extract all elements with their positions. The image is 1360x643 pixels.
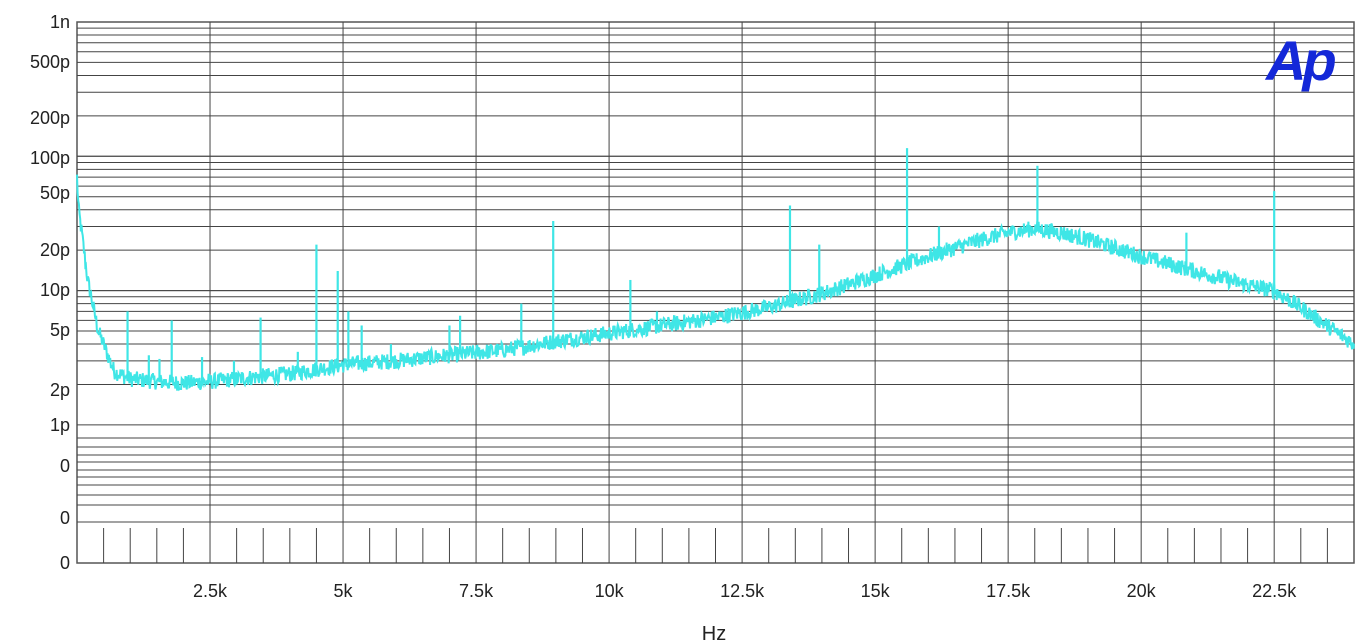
chart-grid	[76, 21, 1355, 564]
series-line	[76, 174, 1355, 392]
y-tick-label: 1n	[50, 12, 70, 32]
x-tick-labels: 2.5k 5k 7.5k 10k 12.5k 15k 17.5k 20k 22.5k	[193, 581, 1297, 601]
y-tick-label: 0	[60, 508, 70, 528]
x-tick-label: 17.5k	[986, 581, 1031, 601]
x-tick-label: 7.5k	[459, 581, 494, 601]
y-tick-label: 10p	[40, 280, 70, 300]
y-tick-label: 20p	[40, 240, 70, 260]
x-tick-label: 15k	[861, 581, 891, 601]
x-tick-label: 22.5k	[1252, 581, 1297, 601]
plot-area	[76, 148, 1355, 392]
y-tick-labels: 1n 500p 200p 100p 50p 20p 10p 5p 2p 1p 0 0 0	[30, 12, 70, 573]
y-tick-label: 50p	[40, 183, 70, 203]
x-tick-label: 12.5k	[720, 581, 765, 601]
x-tick-label: 10k	[595, 581, 625, 601]
y-tick-label: 2p	[50, 380, 70, 400]
ap-logo-icon: Ap	[1264, 29, 1335, 92]
x-tick-label: 20k	[1127, 581, 1157, 601]
y-tick-label: 200p	[30, 108, 70, 128]
x-axis-label: Hz	[702, 623, 726, 643]
y-tick-label: 100p	[30, 148, 70, 168]
y-tick-label: 5p	[50, 320, 70, 340]
y-tick-label: 0	[60, 456, 70, 476]
y-tick-label: 1p	[50, 415, 70, 435]
x-tick-label: 5k	[334, 581, 354, 601]
y-tick-label: 500p	[30, 52, 70, 72]
plot-frame	[76, 21, 1355, 564]
x-tick-label: 2.5k	[193, 581, 228, 601]
y-tick-label: 0	[60, 553, 70, 573]
